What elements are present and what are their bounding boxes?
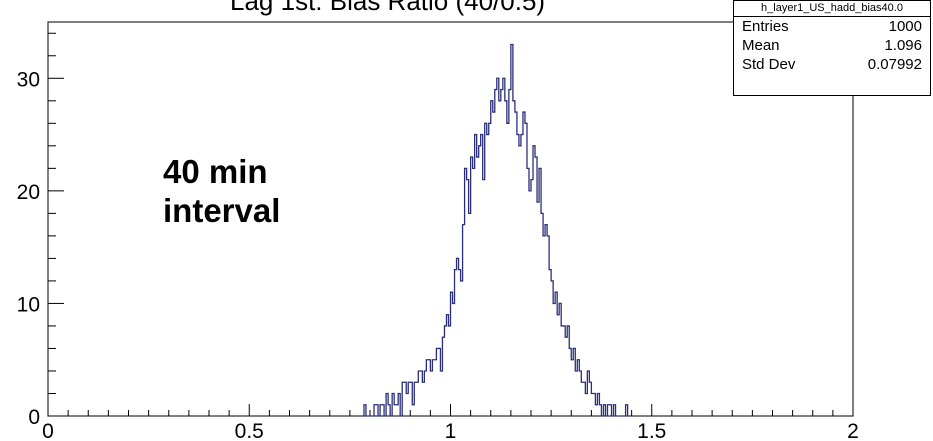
x-tick-label: 1	[445, 420, 457, 441]
interval-annotation: 40 min interval	[163, 152, 280, 230]
x-tick-label: 0.5	[235, 420, 264, 441]
x-tick-label: 1.5	[637, 420, 666, 441]
y-tick-label: 10	[17, 293, 40, 316]
histogram-series	[361, 43, 630, 417]
annotation-line-1: 40 min	[163, 153, 268, 190]
stats-label: Mean	[742, 37, 780, 54]
stats-row-stddev: Std Dev 0.07992	[734, 55, 930, 74]
stats-label: Std Dev	[742, 56, 796, 73]
x-tick-label: 2	[847, 420, 859, 441]
stats-row-entries: Entries 1000	[734, 17, 930, 36]
stats-label: Entries	[742, 18, 789, 35]
axis-ticks	[47, 32, 854, 417]
stats-histogram-name: h_layer1_US_hadd_bias40.0	[734, 1, 930, 17]
chart-title: Lag 1st: Bias Ratio (40/0.5)	[230, 0, 546, 16]
stats-value: 1.096	[884, 37, 922, 54]
stats-box: h_layer1_US_hadd_bias40.0 Entries 1000 M…	[733, 0, 931, 96]
annotation-line-2: interval	[163, 192, 281, 229]
y-tick-label: 20	[17, 181, 40, 204]
stats-row-mean: Mean 1.096	[734, 36, 930, 55]
stats-value: 0.07992	[867, 56, 922, 73]
stats-value: 1000	[888, 18, 922, 35]
x-tick-label: 0	[42, 420, 54, 441]
y-tick-label: 30	[17, 68, 40, 91]
y-tick-label: 0	[28, 406, 40, 429]
